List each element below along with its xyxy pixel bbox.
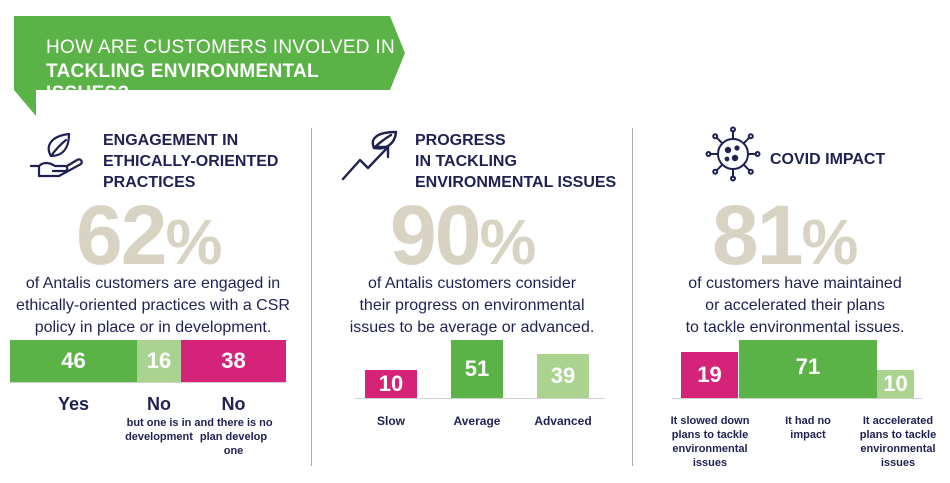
covid-percent-value: 81 [712,188,803,282]
engagement-title-line: PRACTICES [103,174,196,191]
chart-baseline [355,398,605,399]
covid-percent: 81% [712,193,858,284]
progress-title-line: IN TACKLING [415,153,517,170]
category-label: Advanced [534,414,592,428]
bar: 10 [877,370,914,398]
covid-title: COVID IMPACT [770,149,885,170]
category-label: It slowed down plans to tackle environme… [670,415,750,469]
description-line: their progress on environmental [359,297,585,314]
description-line: ethically-oriented practices with a CSR [16,297,290,314]
category-label: Yes [57,394,90,414]
bar: 19 [681,352,738,398]
hand-leaf-icon [29,132,85,187]
progress-title-line: ENVIRONMENTAL ISSUES [415,174,617,191]
percent-sign: % [801,206,858,278]
description-line: or accelerated their plans [705,297,885,314]
engagement-description: of Antalis customers are engaged in ethi… [0,273,306,339]
category-sublabel: but one is in development [125,417,193,443]
description-line: of Antalis customers consider [367,275,577,292]
virus-icon [705,126,761,187]
engagement-title: ENGAGEMENT IN ETHICALLY-ORIENTED PRACTIC… [103,130,278,193]
category-sublabel: and there is no plan develop one [194,417,273,457]
bar: 16 [137,340,181,382]
engagement-percent-value: 62 [76,188,167,282]
category-label: Slow [376,414,405,428]
category-label: No [221,394,246,414]
description-line: of Antalis customers are engaged in [25,275,281,292]
engagement-title-line: ENGAGEMENT IN [103,132,239,149]
description-line: issues to be average or advanced. [349,319,595,336]
percent-sign: % [479,206,536,278]
banner-title-line2: TACKLING ENVIRONMENTAL ISSUES? [46,61,319,104]
description-line: of customers have maintained [688,275,902,292]
bar: 10 [365,370,417,398]
category-label: It had no impact [785,415,831,441]
progress-percent-value: 90 [390,188,481,282]
bar: 46 [10,340,137,382]
engagement-title-line: ETHICALLY-ORIENTED [103,153,279,170]
panel-divider [632,128,633,466]
covid-title-line: COVID IMPACT [770,151,886,168]
engagement-percent: 62% [76,193,222,284]
bar: 39 [537,354,589,398]
progress-title-line: PROGRESS [415,132,506,149]
trend-arrow-leaf-icon [340,130,402,189]
description-line: to tackle environmental issues. [685,319,905,336]
panel-divider [311,128,312,466]
progress-title: PROGRESS IN TACKLING ENVIRONMENTAL ISSUE… [415,130,616,193]
category-label: Average [453,414,501,428]
banner-title-line1: HOW ARE CUSTOMERS INVOLVED IN [46,37,395,58]
covid-description: of customers have maintained or accelera… [640,273,950,339]
progress-percent: 90% [390,193,536,284]
progress-description: of Antalis customers consider their prog… [318,273,626,339]
category-label: It accelerated plans to tackle environme… [859,415,937,469]
title-banner: HOW ARE CUSTOMERS INVOLVED IN TACKLING E… [14,16,405,116]
chart-baseline [672,398,922,399]
bar: 71 [739,340,877,398]
bar: 51 [451,340,503,398]
bar: 38 [181,340,286,382]
chart-baseline [10,382,286,383]
category-label: No [147,394,171,414]
description-line: policy in place or in development. [34,319,272,336]
banner-shape [14,16,405,116]
percent-sign: % [165,206,222,278]
